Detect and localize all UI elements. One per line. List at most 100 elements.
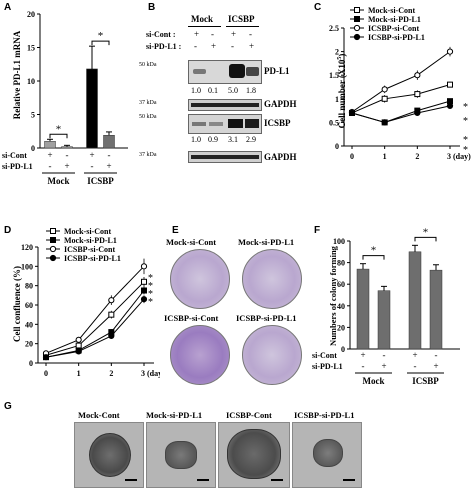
x-tick-label: 0 <box>44 369 48 378</box>
spheroid-image-mock-si-pdl1 <box>146 422 216 488</box>
icsbp-value: 3.1 <box>228 135 238 144</box>
marker <box>140 296 148 303</box>
dish-label: ICSBP-si-PD-L1 <box>236 313 297 323</box>
sign-row2: + <box>381 361 386 371</box>
sign-row2: - <box>49 161 52 171</box>
legend-label: ICSBP-si-Cont <box>368 24 419 33</box>
marker <box>108 332 115 340</box>
y-tick-label: 15 <box>27 44 35 53</box>
panel-a-label: A <box>4 2 12 13</box>
legend-label: Mock-si-Cont <box>368 6 415 15</box>
bar <box>408 251 422 350</box>
spheroid-image-icsbp-cont <box>218 422 290 488</box>
marker <box>49 254 57 262</box>
y-tick-label: 1.5 <box>329 71 339 80</box>
marker <box>447 81 453 88</box>
sign-row2: + <box>64 161 69 171</box>
pdl1-value: 1.8 <box>246 86 256 95</box>
dish-label: Mock-si-Cont <box>166 237 217 247</box>
row1-label: si-Cont <box>2 151 27 160</box>
panel-c-label: C <box>314 2 322 13</box>
marker <box>141 278 147 285</box>
y-tick-label: 40 <box>337 302 345 311</box>
y-tick-label: 120 <box>21 243 33 252</box>
spheroid-image-icsbp-si-pdl1 <box>292 422 362 488</box>
marker <box>353 33 361 41</box>
y-tick-label: 100 <box>21 262 33 271</box>
sig-star: * <box>463 116 468 127</box>
y-tick-label: 20 <box>25 340 33 349</box>
group-label: ICSBP <box>412 376 439 386</box>
b-sign: - <box>211 29 214 39</box>
marker <box>50 237 56 243</box>
mock-group-label: Mock <box>191 14 213 24</box>
marker <box>414 72 421 79</box>
x-tick-label: 1 <box>77 369 81 378</box>
y-tick-label: 10 <box>27 77 35 86</box>
legend-label: ICSBP-si-PD-L1 <box>368 33 425 42</box>
pdl1-blot <box>188 60 262 84</box>
pdl1-value: 1.0 <box>191 86 201 95</box>
panel-e-label: E <box>172 225 179 236</box>
sig-bracket <box>414 236 437 242</box>
sig-bracket <box>49 133 68 139</box>
y-tick-label: 80 <box>337 259 345 268</box>
group-label: Mock <box>363 376 385 386</box>
spheroid-label: ICSBP-si-PD-L1 <box>294 410 355 420</box>
group-label: ICSBP <box>87 176 114 186</box>
sig-bracket <box>91 40 110 46</box>
y-tick-label: 1 <box>335 95 339 104</box>
marker <box>141 287 147 294</box>
series-line <box>351 84 451 114</box>
panel-d-label: D <box>4 225 12 236</box>
sign-row1: + <box>47 150 52 160</box>
bar <box>44 141 56 149</box>
sign-row2: - <box>91 161 94 171</box>
sig-star: * <box>148 289 153 300</box>
marker <box>381 86 388 93</box>
b-sign: - <box>194 41 197 51</box>
y-tick-label: 60 <box>25 301 33 310</box>
marker <box>381 95 388 102</box>
kda-marker: 50 kDa <box>139 62 157 68</box>
sig-star: * <box>463 102 468 113</box>
marker <box>50 228 56 234</box>
marker <box>75 342 82 349</box>
bar <box>61 146 73 149</box>
panel-c-chart: 0 0.5 1 1.5 2 2.5 0 1 2 3 (day) Mock-si-ContMock-s… <box>329 6 471 161</box>
b-sign: + <box>194 29 200 39</box>
group-label: Mock <box>48 176 70 186</box>
gapdh-band-label-2: GAPDH <box>264 152 297 162</box>
icsbp-group-label: ICSBP <box>228 14 255 24</box>
y-tick-label: 0 <box>29 359 33 368</box>
marker <box>140 263 148 270</box>
spheroid-label: ICSBP-Cont <box>226 410 272 420</box>
y-tick-label: 60 <box>337 280 345 289</box>
bar <box>377 290 391 350</box>
dish-label: Mock-si-PD-L1 <box>238 237 295 247</box>
sign-row1: + <box>412 350 417 360</box>
colony-dish-mock-si-pdl1 <box>242 249 302 309</box>
sig-star: * <box>423 226 429 238</box>
dish-label: ICSBP-si-Cont <box>164 313 219 323</box>
sign-row2: - <box>362 361 365 371</box>
icsbp-blot <box>188 114 262 134</box>
y-tick-label: 20 <box>337 323 345 332</box>
bar <box>356 268 370 350</box>
y-tick-label: 0.5 <box>329 118 339 127</box>
gapdh-band-label-1: GAPDH <box>264 99 297 109</box>
si-pdl1-row-label: si-PD-L1 : <box>146 42 182 51</box>
legend-label: ICSBP-si-PD-L1 <box>64 254 121 263</box>
marker <box>108 311 115 318</box>
kda-marker: 37 kDa <box>139 152 157 158</box>
series-line <box>45 281 145 356</box>
y-tick-label: 20 <box>27 10 35 19</box>
series-line <box>351 51 451 113</box>
series-line <box>351 100 451 123</box>
panel-c: C Cell number (X105) 0 0.5 1 1.5 2 2.5 0 1 2 3 (d… <box>310 0 474 190</box>
legend-label: Mock-si-Cont <box>64 227 111 236</box>
series-line <box>45 298 145 358</box>
sign-row1: - <box>108 150 111 160</box>
y-tick-label: 0 <box>341 345 345 354</box>
x-tick-label: 2 <box>415 152 419 161</box>
